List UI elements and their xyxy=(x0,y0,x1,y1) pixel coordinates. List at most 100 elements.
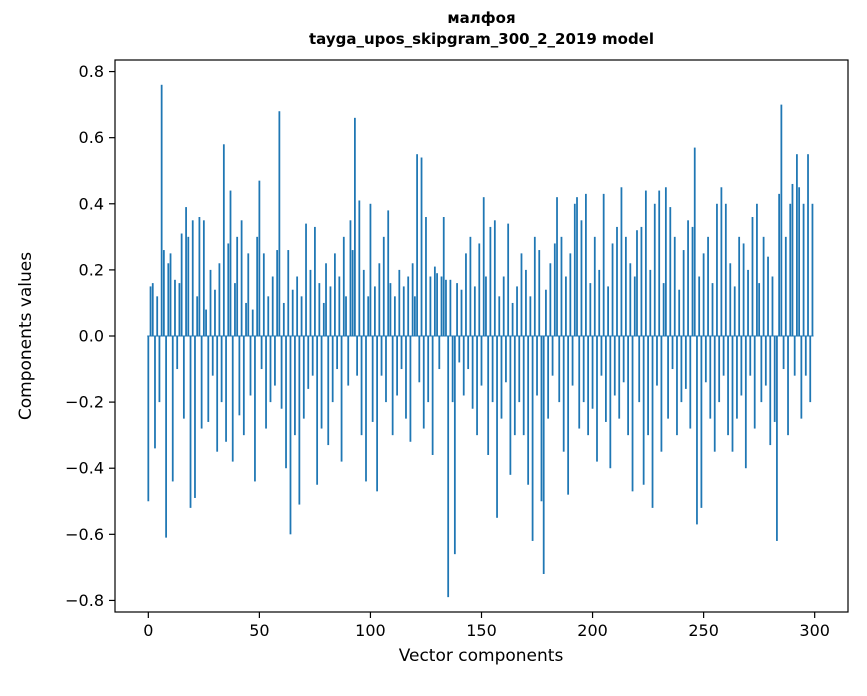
bar xyxy=(811,203,814,336)
bar xyxy=(449,279,452,336)
bar xyxy=(305,223,307,336)
bar xyxy=(736,336,738,419)
bar xyxy=(354,117,356,336)
bar xyxy=(231,336,234,462)
bar xyxy=(418,336,421,383)
bar xyxy=(229,190,232,336)
y-tick-label: 0.8 xyxy=(79,62,104,81)
bar xyxy=(347,336,350,386)
bar xyxy=(527,336,530,485)
bar xyxy=(411,263,414,336)
bar xyxy=(247,253,250,336)
bar xyxy=(451,336,454,403)
bar xyxy=(327,336,330,446)
bar xyxy=(613,336,616,396)
bar xyxy=(589,283,592,336)
bar xyxy=(718,336,721,403)
bar xyxy=(807,154,809,336)
chart-title-word: малфоя xyxy=(447,9,516,27)
bar xyxy=(367,296,370,336)
bar xyxy=(491,336,494,403)
bar xyxy=(218,263,221,336)
bar xyxy=(585,193,587,336)
bar xyxy=(465,253,467,336)
bar xyxy=(565,276,567,336)
bar xyxy=(684,336,687,389)
bar xyxy=(756,203,758,336)
y-tick-label: 0.4 xyxy=(79,194,104,213)
bar xyxy=(693,147,696,336)
bar xyxy=(373,286,376,336)
bar xyxy=(149,286,152,336)
bar xyxy=(620,187,623,336)
x-axis: 0 50 100 150 200 250 300 xyxy=(143,612,830,640)
bar xyxy=(529,296,532,336)
bar xyxy=(351,250,354,336)
bar xyxy=(720,187,723,336)
y-axis: 0.8 0.6 0.4 0.2 0.0 −0.2 −0.4 −0.6 −0.8 xyxy=(65,62,115,610)
bar xyxy=(274,336,276,386)
bar xyxy=(427,336,430,403)
bar xyxy=(156,296,159,336)
chart-title-model: tayga_upos_skipgram_300_2_2019 model xyxy=(309,30,654,48)
y-tick-label: 0.6 xyxy=(79,128,104,147)
bar xyxy=(382,236,385,336)
bar xyxy=(445,279,447,336)
bar xyxy=(760,336,763,403)
bar xyxy=(513,336,516,436)
bar xyxy=(553,243,556,336)
bar xyxy=(236,236,239,336)
bar xyxy=(660,336,663,452)
bar xyxy=(653,203,656,336)
bar xyxy=(280,336,283,409)
bar xyxy=(469,236,472,336)
bar xyxy=(389,283,392,336)
bar xyxy=(656,336,658,386)
bar xyxy=(622,336,625,383)
bar xyxy=(371,336,374,422)
bar xyxy=(262,253,265,336)
x-tick-label: 50 xyxy=(249,621,269,640)
bar xyxy=(338,276,341,336)
bar xyxy=(582,336,585,403)
bar xyxy=(185,207,187,336)
chart-title: малфоя tayga_upos_skipgram_300_2_2019 mo… xyxy=(115,8,848,50)
bar xyxy=(667,336,669,419)
bar xyxy=(560,236,563,336)
bar xyxy=(516,286,518,336)
bar xyxy=(356,336,358,376)
bar xyxy=(545,289,547,336)
bar xyxy=(740,336,743,396)
y-tick-label: −0.2 xyxy=(65,393,104,412)
bar xyxy=(300,296,303,336)
bar xyxy=(476,336,478,436)
bar xyxy=(704,336,707,383)
bar xyxy=(178,283,181,336)
bar xyxy=(462,336,465,396)
bar xyxy=(453,336,456,555)
bar xyxy=(265,336,267,429)
bar xyxy=(724,203,727,336)
bar xyxy=(387,210,390,336)
bar xyxy=(633,276,636,336)
bar xyxy=(707,236,709,336)
x-axis-label: Vector components xyxy=(398,646,564,666)
bar xyxy=(576,197,578,336)
bar xyxy=(618,336,621,419)
bar xyxy=(662,283,665,336)
bar xyxy=(487,336,490,455)
bar xyxy=(631,336,634,492)
bar xyxy=(176,336,179,370)
bar xyxy=(269,336,272,403)
bar xyxy=(478,243,481,336)
bar xyxy=(498,296,501,336)
bar xyxy=(696,336,698,525)
bar xyxy=(591,336,594,409)
bar xyxy=(165,336,167,538)
x-tick-label: 0 xyxy=(143,621,153,640)
bar xyxy=(167,263,170,336)
bar xyxy=(405,336,407,419)
bar xyxy=(627,336,629,436)
